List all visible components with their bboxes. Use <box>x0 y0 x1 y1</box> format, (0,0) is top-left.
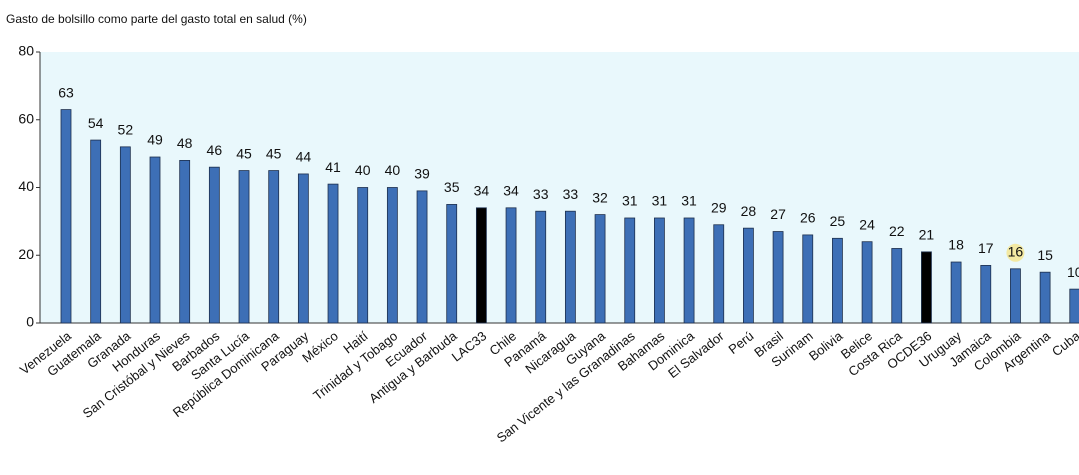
bar <box>802 234 814 324</box>
value-label: 33 <box>563 186 579 202</box>
bar <box>594 214 606 324</box>
y-tick-label: 40 <box>18 178 34 194</box>
label-highlight <box>1006 243 1025 262</box>
chart-title: Gasto de bolsillo como parte del gasto t… <box>6 12 307 26</box>
bar <box>60 109 72 324</box>
bar <box>386 187 398 324</box>
bar <box>772 231 784 324</box>
bar <box>1010 268 1021 324</box>
value-label: 63 <box>58 84 74 100</box>
bar <box>505 207 517 324</box>
x-tick-label: Cuba <box>1049 328 1079 359</box>
value-label: 46 <box>207 142 223 158</box>
value-label: 31 <box>681 193 697 209</box>
value-label: 18 <box>948 237 964 253</box>
value-label: 27 <box>770 206 786 222</box>
bar <box>297 173 309 324</box>
value-label: 29 <box>711 199 727 215</box>
bar <box>950 261 962 324</box>
bar <box>119 146 131 324</box>
value-label: 45 <box>266 145 282 161</box>
value-label: 10 <box>1067 264 1079 280</box>
value-label: 33 <box>533 186 549 202</box>
value-label: 40 <box>355 162 371 178</box>
value-label: 25 <box>830 213 846 229</box>
value-label: 54 <box>88 115 104 131</box>
bar <box>654 217 665 324</box>
value-label: 39 <box>414 166 430 182</box>
bar <box>683 217 695 324</box>
bar <box>980 265 992 324</box>
bar <box>624 217 636 324</box>
bar <box>861 241 873 324</box>
value-label: 41 <box>325 159 341 175</box>
bar <box>357 187 369 324</box>
value-label: 15 <box>1037 247 1053 263</box>
bar <box>832 237 843 324</box>
y-tick-label: 20 <box>18 246 34 262</box>
bar <box>268 170 280 324</box>
value-label: 44 <box>296 149 312 165</box>
value-label: 34 <box>474 183 490 199</box>
bar <box>327 183 339 324</box>
value-label: 52 <box>118 122 134 138</box>
bar <box>90 139 102 324</box>
value-label: 21 <box>919 227 935 243</box>
bar <box>475 207 487 324</box>
x-tick-label: Bolivia <box>806 328 846 364</box>
bar <box>564 210 576 324</box>
value-label: 31 <box>622 193 638 209</box>
value-label: 40 <box>385 162 401 178</box>
value-label: 22 <box>889 223 905 239</box>
bar <box>891 248 903 324</box>
x-tick-label: LAC33 <box>449 328 490 364</box>
bar <box>238 170 250 324</box>
value-label: 32 <box>592 189 608 205</box>
bar <box>713 224 725 324</box>
value-label: 45 <box>236 145 252 161</box>
bar <box>149 156 161 324</box>
value-label: 31 <box>652 193 668 209</box>
bar <box>416 190 428 324</box>
y-tick-label: 0 <box>26 314 34 330</box>
bar <box>743 227 754 324</box>
y-tick-label: 80 <box>18 43 34 59</box>
bar <box>1069 288 1079 324</box>
bar <box>1039 271 1051 324</box>
value-label: 16 <box>1008 244 1024 260</box>
y-tick-label: 60 <box>18 110 34 126</box>
value-label: 24 <box>859 216 875 232</box>
value-label: 17 <box>978 240 994 256</box>
x-tick-label: Perú <box>725 328 756 357</box>
bar <box>446 204 458 324</box>
value-label: 35 <box>444 179 460 195</box>
bar <box>208 166 220 324</box>
value-label: 26 <box>800 210 816 226</box>
value-label: 48 <box>177 135 193 151</box>
value-label: 49 <box>147 132 163 148</box>
bar <box>535 210 547 324</box>
value-label: 28 <box>741 203 757 219</box>
value-label: 34 <box>503 183 519 199</box>
bar <box>921 251 932 324</box>
bar <box>179 159 191 324</box>
